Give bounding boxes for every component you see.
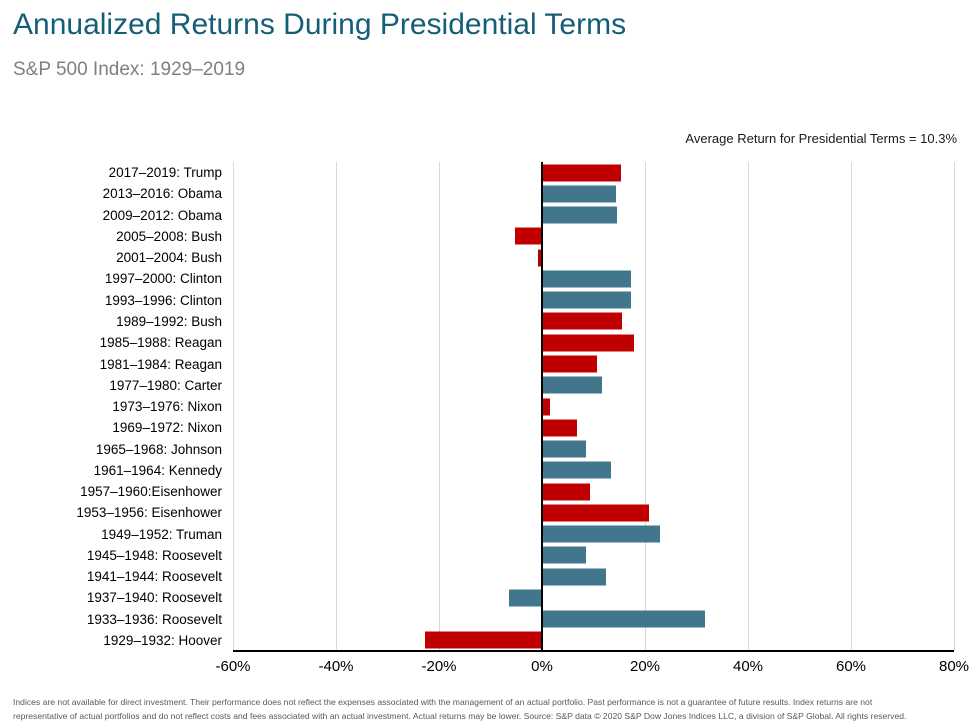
y-axis-label: 1993–1996: Clinton <box>104 292 222 308</box>
bar-row <box>233 481 954 502</box>
return-bar <box>542 525 661 543</box>
return-bar <box>542 504 649 522</box>
disclaimer-line-1: Indices are not available for direct inv… <box>13 697 873 707</box>
y-axis-label: 1965–1968: Johnson <box>95 441 222 457</box>
return-bar <box>542 546 587 564</box>
return-bar <box>538 249 542 267</box>
return-bar <box>542 164 621 182</box>
y-axis-label: 2001–2004: Bush <box>116 250 222 266</box>
gridline <box>645 162 646 651</box>
gridline <box>748 162 749 651</box>
bar-row <box>233 226 954 247</box>
bar-row <box>233 268 954 289</box>
return-bar <box>542 483 591 501</box>
bar-row <box>233 396 954 417</box>
return-bar <box>542 398 551 416</box>
gridline <box>851 162 852 651</box>
bar-row <box>233 524 954 545</box>
x-axis-tick-label: -40% <box>318 658 354 675</box>
y-axis-label: 2009–2012: Obama <box>102 207 222 223</box>
bar-row <box>233 162 954 183</box>
y-axis-label: 1981–1984: Reagan <box>99 356 222 372</box>
bar-row <box>233 417 954 438</box>
bar-row <box>233 290 954 311</box>
gridline <box>336 162 337 651</box>
y-axis-label: 2005–2008: Bush <box>116 228 222 244</box>
y-axis-label: 1969–1972: Nixon <box>112 420 222 436</box>
bar-row <box>233 460 954 481</box>
return-bar <box>542 291 631 309</box>
gridline <box>439 162 440 651</box>
return-bar <box>542 568 607 586</box>
bar-row <box>233 311 954 332</box>
x-axis-tick-label: 60% <box>835 658 867 675</box>
y-axis-label: 1997–2000: Clinton <box>104 271 222 287</box>
bar-row <box>233 353 954 374</box>
y-axis-label: 1953–1956: Eisenhower <box>76 505 222 521</box>
return-bar <box>542 185 616 203</box>
return-bar <box>509 589 542 607</box>
plot-area <box>233 162 955 652</box>
x-axis-tick-label: 0% <box>531 658 553 675</box>
bar-row <box>233 332 954 353</box>
y-axis-label: 1973–1976: Nixon <box>112 399 222 415</box>
y-axis-label: 1977–1980: Carter <box>109 377 222 393</box>
bar-row <box>233 438 954 459</box>
x-axis-line <box>233 650 954 652</box>
x-axis-tick-label: -20% <box>421 658 457 675</box>
bar-row <box>233 375 954 396</box>
page-subtitle: S&P 500 Index: 1929–2019 <box>13 59 246 80</box>
return-bar <box>542 270 632 288</box>
average-return-annotation: Average Return for Presidential Terms = … <box>685 131 957 146</box>
y-axis-label: 2017–2019: Trump <box>108 165 222 181</box>
y-axis-label: 1957–1960:Eisenhower <box>80 484 222 500</box>
return-bar <box>542 376 602 394</box>
x-axis-tick-label: 80% <box>938 658 970 675</box>
disclaimer-line-2: representative of actual portfolios and … <box>13 710 907 721</box>
disclaimer-text: Indices are not available for direct inv… <box>13 696 969 723</box>
y-axis-labels: 2017–2019: Trump 2013–2016: Obama 2009–201… <box>0 162 222 651</box>
bar-row <box>233 183 954 204</box>
return-bar <box>542 419 577 437</box>
x-axis-tick-labels: -60% -40% -20% 0% 20% 40% 60% 80% <box>215 658 969 678</box>
return-bar <box>515 227 542 245</box>
bar-row <box>233 566 954 587</box>
x-axis-tick-label: 20% <box>629 658 661 675</box>
bar-row <box>233 502 954 523</box>
y-axis-label: 1989–1992: Bush <box>116 313 222 329</box>
x-axis-tick-label: 40% <box>732 658 764 675</box>
y-axis-label: 1949–1952: Truman <box>101 526 222 542</box>
return-bar <box>542 440 587 458</box>
y-axis-label: 1945–1948: Roosevelt <box>86 547 222 563</box>
bar-row <box>233 630 954 651</box>
gridline <box>233 162 234 651</box>
return-bar <box>542 355 597 373</box>
y-axis-label: 2013–2016: Obama <box>102 186 222 202</box>
bar-row <box>233 545 954 566</box>
return-bar <box>542 334 634 352</box>
x-axis-tick-label: -60% <box>215 658 251 675</box>
bar-row <box>233 205 954 226</box>
return-bar <box>425 631 542 649</box>
zero-axis-line <box>541 162 543 651</box>
bar-rows <box>233 162 954 651</box>
y-axis-label: 1985–1988: Reagan <box>99 335 222 351</box>
bar-row <box>233 587 954 608</box>
bar-chart: 2017–2019: Trump 2013–2016: Obama 2009–201… <box>0 162 977 692</box>
y-axis-label: 1929–1932: Hoover <box>103 632 222 648</box>
bar-row <box>233 609 954 630</box>
y-axis-label: 1933–1936: Roosevelt <box>86 611 222 627</box>
y-axis-label: 1961–1964: Kennedy <box>93 462 222 478</box>
return-bar <box>542 461 611 479</box>
return-bar <box>542 610 705 628</box>
bar-row <box>233 247 954 268</box>
return-bar <box>542 206 618 224</box>
page-title: Annualized Returns During Presidential T… <box>13 8 627 41</box>
gridline <box>954 162 955 651</box>
y-axis-label: 1937–1940: Roosevelt <box>86 590 222 606</box>
return-bar <box>542 312 623 330</box>
y-axis-label: 1941–1944: Roosevelt <box>86 569 222 585</box>
